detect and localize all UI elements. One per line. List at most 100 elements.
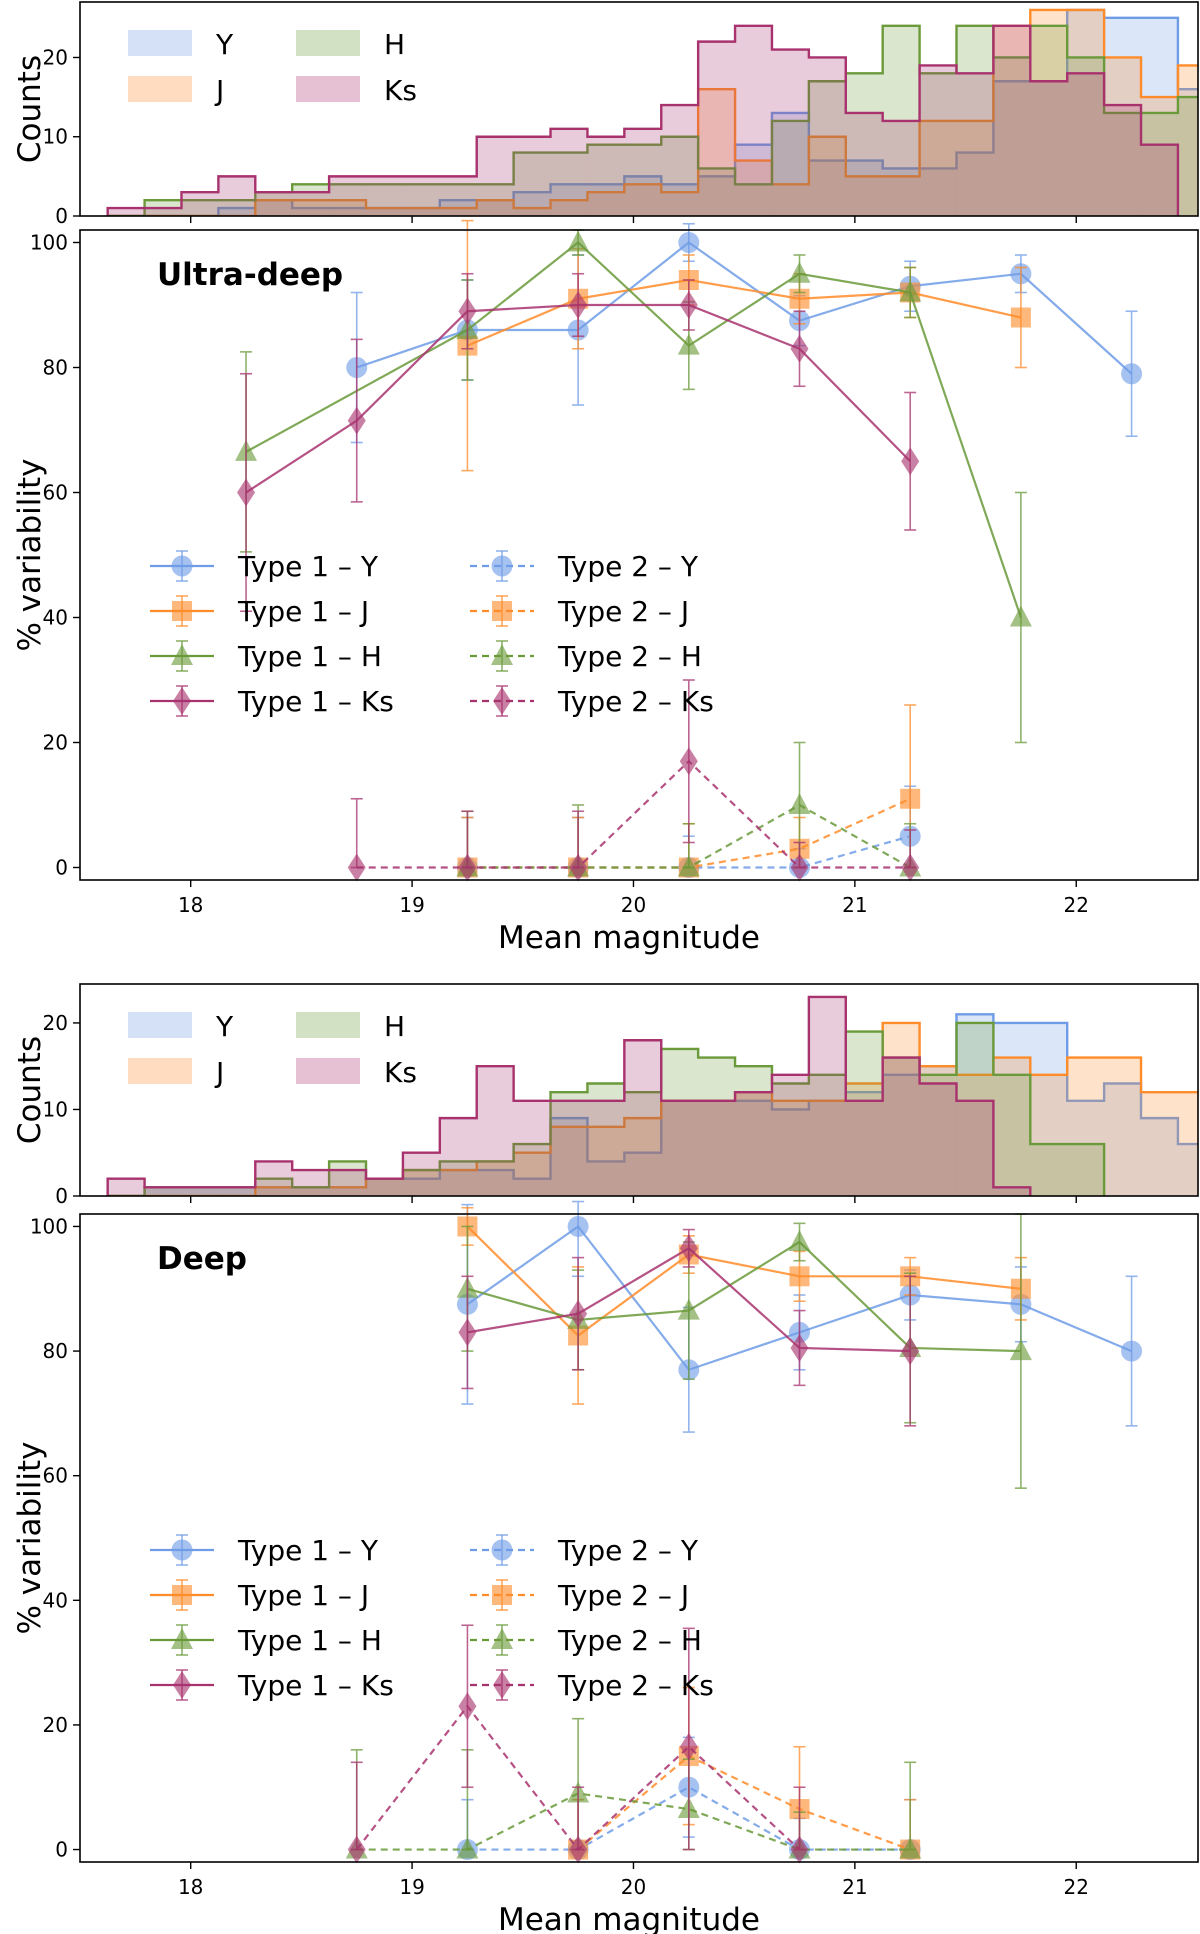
histogram-h <box>107 1021 1106 1196</box>
histogram-bar-y <box>661 1100 699 1196</box>
histogram-bar-h <box>329 184 367 216</box>
histogram-bar-ks <box>845 112 883 216</box>
histogram-bar-j <box>808 1100 846 1196</box>
histogram-bar-h <box>919 73 957 216</box>
counts-axes-frame <box>79 983 1199 1197</box>
histogram-bar-ks <box>550 1100 588 1196</box>
histogram-bar-j <box>587 192 625 216</box>
histogram-bar-h <box>1030 1144 1068 1196</box>
histogram-bar-h <box>513 1144 551 1196</box>
histogram-bar-h <box>587 1083 625 1196</box>
histogram-bar-ks <box>882 120 920 216</box>
histogram-bars <box>106 8 1198 216</box>
legend-marker <box>173 687 191 715</box>
histogram-bar-j <box>808 136 846 216</box>
legend-item-type-2-h: Type 2 – H <box>470 640 702 673</box>
legend-label: Type 1 – Y <box>237 550 379 583</box>
histogram-bar-j <box>624 184 662 216</box>
histogram-bar-h <box>550 152 588 216</box>
histogram-outline-h <box>107 24 1198 216</box>
y-ticks: 0 10 20 <box>43 45 80 228</box>
legend-marker <box>491 644 513 665</box>
legend-label: Type 2 – Y <box>557 550 699 583</box>
legend-label-y: Y <box>215 1010 234 1043</box>
histogram-bar-j <box>698 89 736 216</box>
histogram-bar-h <box>366 184 403 216</box>
legend-swatch-h <box>296 1012 360 1038</box>
legend-label-y: Y <box>215 28 234 61</box>
x-axis-label: Mean magnitude <box>498 920 760 956</box>
data-point <box>456 1837 479 1859</box>
histogram-bar-h <box>402 1170 440 1196</box>
histogram-bar-ks <box>956 73 994 216</box>
series-type-2-ks <box>347 679 920 882</box>
legend-label: Type 2 – J <box>557 1579 689 1612</box>
histogram-bar-j <box>1141 97 1178 216</box>
histogram-outline-ks <box>106 995 1032 1196</box>
histogram-bar-j <box>1177 65 1198 216</box>
histogram-bar-y <box>1177 89 1198 216</box>
histogram-bar-ks <box>808 57 846 216</box>
data-point <box>789 288 810 309</box>
histogram-bar-h <box>845 1031 883 1196</box>
histogram-bar-y <box>771 1109 809 1196</box>
histogram-bar-y <box>1067 1100 1105 1196</box>
data-point <box>569 1835 588 1864</box>
histogram-bar-j <box>735 160 772 216</box>
x-tick-label: 18 <box>178 893 203 917</box>
y-tick-label: 20 <box>43 1011 68 1035</box>
panel-title: Ultra-deep <box>157 257 343 293</box>
data-point <box>900 788 921 809</box>
histogram-bar-j <box>845 1083 883 1196</box>
histogram-bar-h <box>439 184 477 216</box>
series-line <box>356 1792 911 1851</box>
y-tick-label: 60 <box>43 1464 68 1488</box>
data-point <box>901 853 920 882</box>
histogram-bar-ks <box>771 49 809 216</box>
histogram-bar-ks <box>329 1170 367 1196</box>
histogram-outline-j <box>107 8 1198 216</box>
histogram-bar-y <box>218 1187 256 1196</box>
legend-item-type-1-y: Type 1 – Y <box>150 550 379 583</box>
histogram-bar-y <box>845 160 883 216</box>
data-point <box>899 280 922 302</box>
y-tick-label: 20 <box>43 1713 68 1737</box>
histogram-bar-h <box>218 1187 256 1196</box>
series-line <box>356 241 1133 375</box>
x-tick-label: 21 <box>842 1875 867 1899</box>
data-point <box>901 447 920 476</box>
histogram-bar-y <box>845 1092 883 1196</box>
histogram-bar-ks <box>993 25 1031 216</box>
data-point <box>790 853 809 882</box>
histogram-bar-h <box>587 144 625 216</box>
histogram-bar-j <box>587 1126 625 1196</box>
histogram-bar-j <box>329 1187 367 1196</box>
data-point <box>1010 307 1031 328</box>
legend-label: Type 2 – H <box>557 1624 702 1657</box>
x-ticks <box>189 1196 1077 1203</box>
data-point <box>678 232 700 253</box>
legend-item-type-1-j: Type 1 – J <box>150 1579 369 1612</box>
histogram-bar-ks <box>144 208 182 216</box>
data-point <box>679 1234 698 1263</box>
histogram-bar-h <box>1067 1144 1105 1196</box>
y-tick-label: 60 <box>43 481 68 505</box>
histogram-bar-j <box>1067 9 1105 216</box>
legend-marker <box>492 1585 512 1605</box>
histogram-bar-y <box>1030 81 1068 216</box>
legend-label: Type 1 – H <box>237 1624 382 1657</box>
legend-item-type-1-ks: Type 1 – Ks <box>150 685 394 718</box>
variability-series <box>235 219 1143 882</box>
legend-label: Type 1 – Ks <box>237 685 394 718</box>
histogram-bar-ks <box>735 25 772 216</box>
histogram-bar-j <box>771 1100 809 1196</box>
histogram-bar-ks <box>513 136 551 216</box>
y-axis-label: % variability <box>12 458 48 651</box>
histogram-bar-y <box>661 184 699 216</box>
data-point <box>790 334 809 363</box>
histogram-bar-y <box>1141 17 1178 216</box>
histogram-bar-ks <box>1104 105 1142 216</box>
histogram-bar-ks <box>255 192 293 216</box>
x-ticks <box>189 216 1077 223</box>
